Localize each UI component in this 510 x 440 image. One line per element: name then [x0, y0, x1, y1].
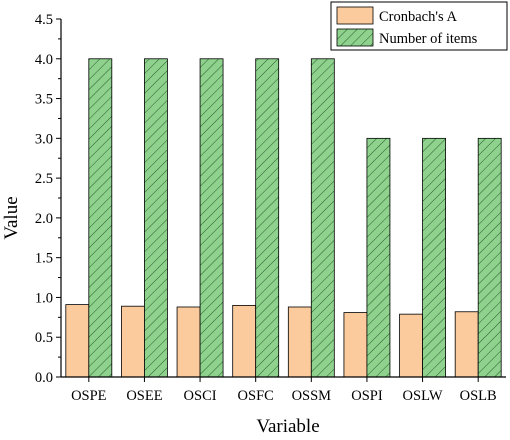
- y-tick-label: 3.5: [35, 92, 53, 108]
- bar-items-ossm: [310, 58, 335, 378]
- y-axis-title: Value: [1, 196, 22, 239]
- y-tick-label: 4.5: [35, 12, 53, 28]
- bar-cronbach-ospe: [65, 304, 90, 378]
- legend-swatch-cronbach: [336, 6, 374, 25]
- bar-items-ospe: [88, 58, 113, 378]
- bar-items-osee: [144, 58, 168, 378]
- x-tick-label: OSFC: [238, 388, 274, 404]
- bar-cronbach-ossm: [287, 306, 312, 378]
- y-tick-label: 4.0: [35, 52, 53, 68]
- x-tick-label: OSEE: [126, 388, 162, 404]
- bar-items-ospi: [366, 137, 391, 378]
- y-tick-label: 3.0: [35, 131, 53, 147]
- legend-swatch-items: [336, 28, 374, 47]
- y-tick-label: 0.0: [35, 370, 53, 386]
- y-tick-label: 0.5: [35, 330, 53, 346]
- x-tick-label: OSSM: [292, 388, 332, 404]
- y-tick-label: 2.0: [35, 211, 53, 227]
- y-tick-label: 1.0: [35, 290, 53, 306]
- bar-cronbach-ospi: [343, 312, 368, 378]
- x-tick-label: OSPE: [71, 388, 107, 404]
- x-tick-label: OSLB: [460, 388, 497, 404]
- bar-items-osci: [199, 58, 224, 378]
- legend-label: Cronbach's A: [379, 9, 457, 25]
- bar-cronbach-osci: [176, 306, 201, 378]
- x-tick-label: OSLW: [403, 388, 443, 404]
- bar-cronbach-osfc: [232, 304, 257, 378]
- x-tick-label: OSPI: [351, 388, 383, 404]
- legend: Cronbach's A Number of items: [330, 1, 508, 51]
- bar-items-oslw: [422, 137, 446, 378]
- legend-label: Number of items: [379, 31, 478, 47]
- x-axis-title: Variable: [256, 416, 319, 437]
- bar-items-osfc: [255, 58, 280, 378]
- bars-group: [65, 58, 502, 378]
- axes-group: 0.0 0.5 1.0 1.5 2.0 2.5 3.0 3.5 4.0 4.5 OSPE OSEE OS…: [35, 12, 506, 404]
- x-tick-label: OSCI: [184, 388, 217, 404]
- bar-cronbach-oslb: [454, 311, 479, 378]
- bar-items-oslb: [477, 137, 502, 378]
- y-tick-label: 2.5: [35, 171, 53, 187]
- bar-cronbach-osee: [121, 305, 145, 378]
- y-tick-label: 1.5: [35, 251, 53, 267]
- bar-cronbach-oslw: [399, 313, 423, 378]
